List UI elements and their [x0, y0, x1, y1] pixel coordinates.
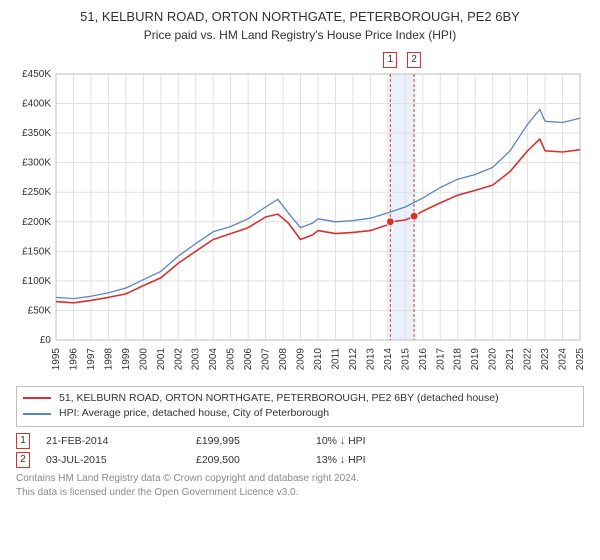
svg-text:2006: 2006: [243, 347, 254, 370]
svg-text:£150K: £150K: [22, 246, 51, 257]
svg-text:2012: 2012: [348, 347, 359, 370]
legend: 51, KELBURN ROAD, ORTON NORTHGATE, PETER…: [16, 386, 584, 428]
svg-text:2014: 2014: [383, 347, 394, 370]
sale-badge: 2: [16, 452, 30, 468]
sale-row: 1 21-FEB-2014£199,99510% ↓ HPI: [16, 433, 584, 449]
svg-text:1995: 1995: [51, 347, 62, 370]
svg-text:2003: 2003: [191, 347, 202, 370]
legend-label: 51, KELBURN ROAD, ORTON NORTHGATE, PETER…: [59, 391, 499, 407]
svg-text:£50K: £50K: [28, 305, 52, 316]
page-subtitle: Price paid vs. HM Land Registry's House …: [10, 28, 590, 42]
legend-label: HPI: Average price, detached house, City…: [59, 406, 329, 422]
chart: £0 £50K £100K £150K £200K £250K £300K £350K £400…: [10, 48, 590, 378]
svg-text:2016: 2016: [418, 347, 429, 370]
svg-text:1998: 1998: [103, 347, 114, 370]
svg-text:2007: 2007: [261, 347, 272, 370]
svg-text:2001: 2001: [156, 347, 167, 370]
svg-text:2015: 2015: [400, 347, 411, 370]
svg-text:2019: 2019: [470, 347, 481, 370]
sale-delta: 10% ↓ HPI: [316, 435, 366, 447]
svg-text:2004: 2004: [208, 347, 219, 370]
page-title: 51, KELBURN ROAD, ORTON NORTHGATE, PETER…: [10, 8, 590, 26]
svg-text:£300K: £300K: [22, 157, 51, 168]
legend-swatch: [23, 397, 51, 399]
sale-delta: 13% ↓ HPI: [316, 454, 366, 466]
svg-text:1997: 1997: [86, 347, 97, 370]
svg-text:2021: 2021: [505, 347, 516, 370]
svg-text:£400K: £400K: [22, 98, 51, 109]
sale-price: £209,500: [196, 454, 316, 466]
svg-text:2025: 2025: [575, 347, 586, 370]
legend-item: HPI: Average price, detached house, City…: [23, 406, 577, 422]
svg-text:£350K: £350K: [22, 128, 51, 139]
sale-callout-2: 2: [407, 52, 421, 68]
svg-text:2020: 2020: [488, 347, 499, 370]
svg-text:2009: 2009: [296, 347, 307, 370]
sale-row: 2 03-JUL-2015£209,50013% ↓ HPI: [16, 452, 584, 468]
svg-text:2018: 2018: [453, 347, 464, 370]
svg-text:2005: 2005: [226, 347, 237, 370]
sale-badge: 1: [16, 433, 30, 449]
svg-text:£250K: £250K: [22, 187, 51, 198]
sale-date: 03-JUL-2015: [46, 454, 196, 466]
svg-text:2000: 2000: [138, 347, 149, 370]
svg-text:£200K: £200K: [22, 216, 51, 227]
svg-text:2023: 2023: [540, 347, 551, 370]
svg-text:£100K: £100K: [22, 275, 51, 286]
svg-text:2022: 2022: [523, 347, 534, 370]
svg-text:2011: 2011: [330, 347, 341, 369]
svg-text:2024: 2024: [558, 347, 569, 370]
svg-text:£0: £0: [40, 335, 52, 346]
sale-callout-1: 1: [383, 52, 397, 68]
footer: Contains HM Land Registry data © Crown c…: [16, 472, 584, 499]
sale-date: 21-FEB-2014: [46, 435, 196, 447]
footer-line-1: Contains HM Land Registry data © Crown c…: [16, 472, 584, 486]
svg-text:1999: 1999: [121, 347, 132, 370]
svg-text:2017: 2017: [435, 347, 446, 370]
legend-item: 51, KELBURN ROAD, ORTON NORTHGATE, PETER…: [23, 391, 577, 407]
chart-svg: £0 £50K £100K £150K £200K £250K £300K £350K £400…: [10, 48, 590, 378]
svg-text:£450K: £450K: [22, 69, 51, 80]
svg-text:2013: 2013: [365, 347, 376, 370]
legend-swatch: [23, 413, 51, 415]
sales-table: 1 21-FEB-2014£199,99510% ↓ HPI 2 03-JUL-201…: [16, 433, 584, 468]
sale-price: £199,995: [196, 435, 316, 447]
footer-line-2: This data is licensed under the Open Gov…: [16, 486, 584, 500]
svg-text:2008: 2008: [278, 347, 289, 370]
svg-text:2002: 2002: [173, 347, 184, 370]
svg-text:2010: 2010: [313, 347, 324, 370]
svg-text:1996: 1996: [68, 347, 79, 370]
